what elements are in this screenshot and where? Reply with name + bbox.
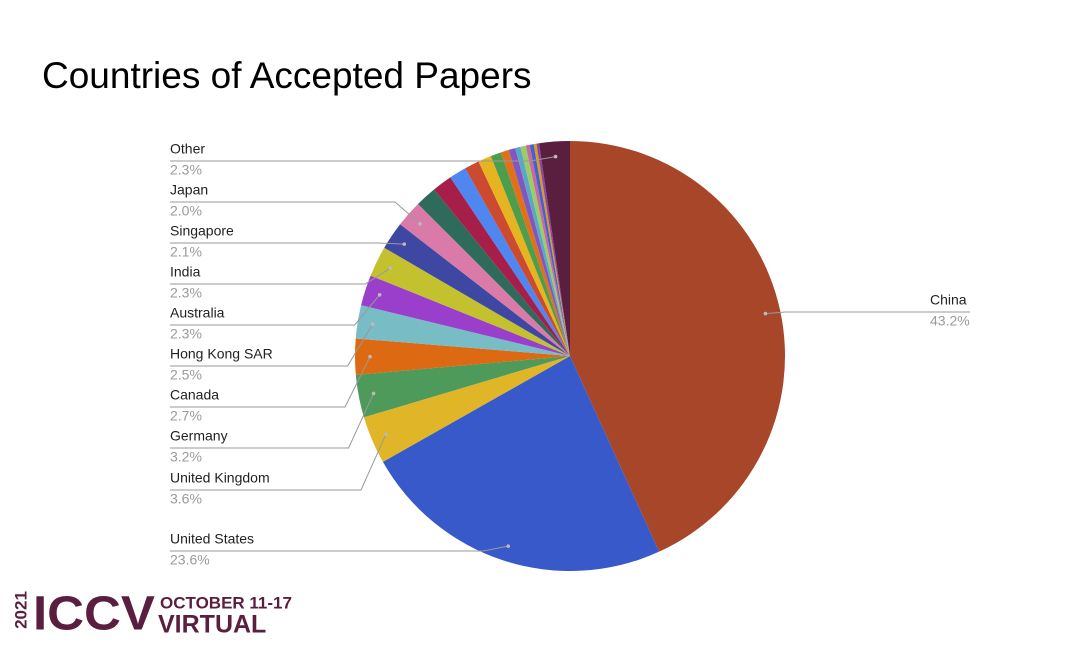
logo-year: 2021 [11,591,30,629]
leader-dot [384,432,388,437]
leader-dot [388,266,393,270]
pie-slice [355,356,570,418]
leader-line [170,545,509,552]
leader-dot [763,311,768,316]
pie-slice [370,247,570,356]
slice-label: Other [170,141,205,157]
leader-line [170,267,391,285]
pie-slice [570,141,785,552]
slice-value-label: 2.3% [170,162,202,178]
pie-slice [400,203,570,356]
slice-label: United Kingdom [170,470,270,486]
pie-slice [382,356,660,571]
leader-line [170,294,381,326]
leader-dot [371,391,376,396]
logo-mode: VIRTUAL [158,611,266,639]
slice-value-label: 2.7% [170,408,202,424]
pie-slice [384,224,570,356]
slice-label: Japan [170,182,208,198]
leader-line [170,242,405,245]
slice-value-label: 23.6% [170,552,210,568]
slice-value-label: 2.3% [170,326,202,342]
leader-line [170,393,375,449]
leader-dot [368,354,372,359]
pie-slice [355,305,570,356]
pie-slice [515,146,570,356]
pie-slice [417,189,570,356]
slice-label: Germany [170,428,228,444]
pie-slice [450,168,570,356]
slice-label: China [930,292,967,308]
pie-slice [361,275,570,356]
leader-line [170,356,371,408]
pie-slice [478,156,570,356]
pie-slice [529,144,570,356]
slice-label: Singapore [170,223,234,239]
leader-line [170,434,387,491]
slice-label: United States [170,531,254,547]
pie-slice [490,152,570,356]
slice-value-label: 43.2% [930,313,970,329]
leader-dot [377,293,382,297]
pie-slice [465,161,570,356]
slice-value-label: 3.6% [170,491,202,507]
leader-dot [370,322,375,326]
pie-slice [539,141,570,356]
slice-value-label: 3.2% [170,449,202,465]
leader-line [170,201,421,225]
pie-slice [500,149,570,356]
chart-title: Countries of Accepted Papers [42,55,532,96]
slice-value-label: 2.1% [170,244,202,260]
pie-slice [508,148,570,356]
leader-line [765,311,970,315]
slice-label: India [170,264,201,280]
pie-slice [536,143,570,356]
pie-slice [433,177,570,356]
slice-label: Canada [170,387,219,403]
slice-value-label: 2.5% [170,367,202,383]
slice-label: Australia [170,305,225,321]
leader-dot [506,544,511,548]
pie-slice [363,356,570,462]
slice-value-label: 2.3% [170,285,202,301]
pie-slice [520,145,570,356]
leader-dot [553,154,558,159]
leader-line [170,323,374,367]
leader-line [170,156,556,162]
leader-dot [402,242,407,246]
pie-slice [533,143,570,356]
logo-name: ICCV [33,588,155,641]
slice-value-label: 2.0% [170,203,202,219]
slice-label: Hong Kong SAR [170,346,273,362]
pie-slice [354,338,570,375]
leader-dot [418,221,422,226]
logo-dates: OCTOBER 11-17 [160,593,292,612]
pie-slice [525,144,570,356]
